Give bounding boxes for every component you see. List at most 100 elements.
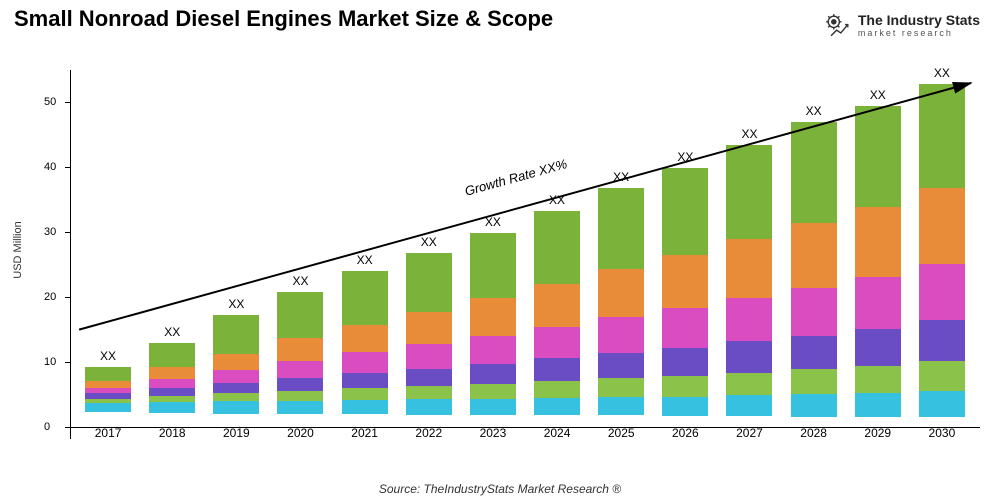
bar-column: XX 2027 bbox=[717, 145, 781, 440]
bar-column: XX 2029 bbox=[846, 106, 910, 440]
bar-segment bbox=[855, 366, 901, 393]
x-tick-label: 2028 bbox=[800, 426, 827, 440]
bar-segment bbox=[342, 373, 388, 389]
bar-segment bbox=[598, 188, 644, 269]
bar-segment bbox=[726, 373, 772, 396]
bar-top-label: XX bbox=[870, 88, 886, 102]
bar-segment bbox=[919, 264, 965, 320]
x-tick-label: 2021 bbox=[351, 426, 378, 440]
bar-column: XX 2020 bbox=[268, 292, 332, 440]
bar-segment bbox=[919, 320, 965, 361]
bar-segment bbox=[662, 348, 708, 376]
bar-segment bbox=[277, 292, 323, 339]
bar-segment bbox=[726, 145, 772, 239]
bar-top-label: XX bbox=[228, 297, 244, 311]
bar: XX bbox=[213, 315, 259, 407]
x-tick-label: 2025 bbox=[608, 426, 635, 440]
bar-segment-negative bbox=[470, 407, 516, 415]
bar-segment bbox=[342, 388, 388, 400]
bar: XX bbox=[277, 292, 323, 408]
bar-segment-negative bbox=[277, 407, 323, 414]
x-tick-label: 2019 bbox=[223, 426, 250, 440]
bar-segment-negative bbox=[791, 407, 837, 417]
bar-segment bbox=[791, 394, 837, 407]
bar-segment bbox=[598, 353, 644, 378]
x-tick-label: 2030 bbox=[929, 426, 956, 440]
bar-segment bbox=[855, 106, 901, 207]
bar-segment bbox=[598, 269, 644, 317]
page: Small Nonroad Diesel Engines Market Size… bbox=[0, 0, 1000, 500]
bar: XX bbox=[598, 188, 644, 407]
x-tick-label: 2018 bbox=[159, 426, 186, 440]
bar-segment bbox=[342, 325, 388, 352]
gear-graph-icon bbox=[824, 12, 852, 40]
bar-segment bbox=[406, 312, 452, 344]
bar-segment-negative bbox=[855, 407, 901, 417]
x-tick-label: 2020 bbox=[287, 426, 314, 440]
bar-top-label: XX bbox=[100, 349, 116, 363]
bar-segment bbox=[470, 233, 516, 298]
bar-segment bbox=[791, 288, 837, 336]
bar-segment bbox=[919, 84, 965, 188]
bar-segment bbox=[534, 381, 580, 398]
bar-top-label: XX bbox=[549, 193, 565, 207]
brand-line2: market research bbox=[858, 29, 980, 39]
bars-container: XX2017XX2018XX2019XX2020XX2021XX2022XX20… bbox=[70, 70, 980, 440]
bar: XX bbox=[855, 106, 901, 407]
bar-segment bbox=[213, 383, 259, 393]
x-tick-label: 2024 bbox=[544, 426, 571, 440]
bar-segment bbox=[406, 253, 452, 311]
bar-segment bbox=[534, 211, 580, 284]
bar-column: XX 2021 bbox=[333, 271, 397, 440]
bar: XX bbox=[662, 168, 708, 407]
x-tick-label: 2026 bbox=[672, 426, 699, 440]
bar-segment bbox=[470, 384, 516, 399]
bar-segment bbox=[791, 369, 837, 394]
bar-segment bbox=[534, 327, 580, 359]
bar-column: XX2022 bbox=[397, 253, 461, 440]
x-tick-label: 2029 bbox=[864, 426, 891, 440]
bar: XX bbox=[85, 367, 131, 407]
bar-segment bbox=[149, 343, 195, 368]
bar-segment bbox=[470, 364, 516, 384]
bar-segment bbox=[277, 361, 323, 378]
bar: XX bbox=[406, 253, 452, 407]
bar-segment bbox=[406, 344, 452, 369]
bar-column: XX 2025 bbox=[589, 188, 653, 440]
bar-segment bbox=[855, 393, 901, 407]
y-tick-label: 10 bbox=[44, 356, 56, 368]
brand-line1: The Industry Stats bbox=[858, 13, 980, 28]
bar: XX bbox=[342, 271, 388, 407]
bar-segment-negative bbox=[149, 407, 195, 413]
bar-top-label: XX bbox=[613, 170, 629, 184]
bar-segment bbox=[406, 399, 452, 407]
y-tick-label: 40 bbox=[44, 161, 56, 173]
x-tick-label: 2023 bbox=[480, 426, 507, 440]
bar: XX bbox=[919, 84, 965, 407]
bar: XX bbox=[726, 145, 772, 407]
bar-column: XX2018 bbox=[140, 343, 204, 440]
bar-segment bbox=[726, 395, 772, 407]
bar-segment bbox=[598, 317, 644, 353]
bar-segment bbox=[406, 369, 452, 387]
bar-segment bbox=[662, 308, 708, 348]
bar-segment-negative bbox=[662, 407, 708, 416]
bar-segment-negative bbox=[85, 407, 131, 412]
bar-segment bbox=[342, 400, 388, 407]
bar-column: XX 2026 bbox=[653, 168, 717, 440]
bar-top-label: XX bbox=[741, 127, 757, 141]
bar-segment bbox=[919, 361, 965, 391]
bar-segment-negative bbox=[342, 407, 388, 414]
bar-segment bbox=[855, 207, 901, 277]
bar-segment bbox=[791, 223, 837, 288]
bar-segment bbox=[726, 341, 772, 372]
bar-column: XX2023 bbox=[461, 233, 525, 440]
brand-logo-text: The Industry Stats market research bbox=[858, 13, 980, 38]
bar-column: XX 2019 bbox=[204, 315, 268, 440]
bar-segment bbox=[662, 168, 708, 256]
bar-segment bbox=[855, 277, 901, 329]
x-tick-label: 2027 bbox=[736, 426, 763, 440]
bar-segment bbox=[149, 367, 195, 378]
bar-segment bbox=[534, 284, 580, 327]
bar-segment bbox=[598, 378, 644, 397]
